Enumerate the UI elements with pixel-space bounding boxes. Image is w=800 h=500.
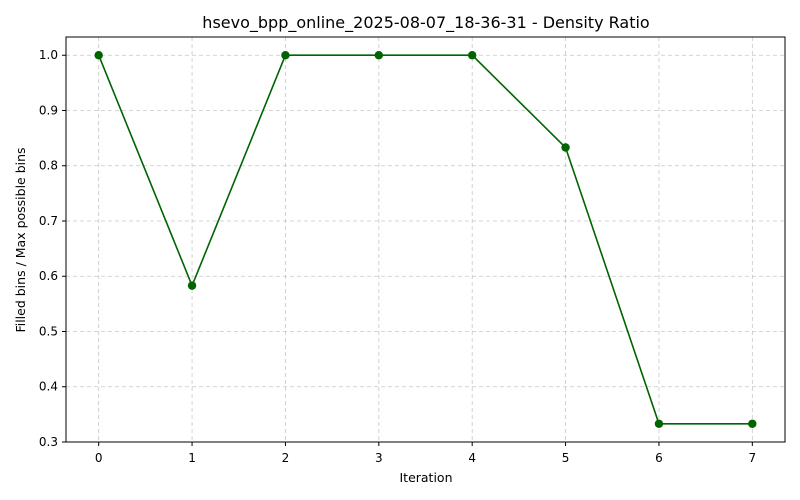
x-tick-label: 0 xyxy=(95,451,103,465)
y-tick-label: 0.5 xyxy=(39,324,58,338)
ticks: 0 1 2 3 4 5 6 7 0.3 0.4 0.5 0.6 0.7 0.8 0.9 1.0 xyxy=(39,48,756,465)
y-tick-label: 0.6 xyxy=(39,269,58,283)
y-tick-label: 0.9 xyxy=(39,103,58,117)
x-tick-label: 7 xyxy=(748,451,756,465)
x-tick-label: 3 xyxy=(375,451,383,465)
y-tick-label: 0.4 xyxy=(39,380,58,394)
x-tick-label: 4 xyxy=(468,451,476,465)
y-tick-label: 1.0 xyxy=(39,48,58,62)
data-point xyxy=(748,419,757,428)
x-tick-label: 1 xyxy=(188,451,196,465)
data-point xyxy=(467,51,477,60)
y-axis-label: Filled bins / Max possible bins xyxy=(13,147,28,332)
series-layer xyxy=(94,51,757,428)
x-tick-label: 5 xyxy=(562,451,570,465)
data-point xyxy=(94,51,103,60)
data-point xyxy=(654,419,664,428)
x-axis-label: Iteration xyxy=(399,470,452,485)
chart-title: hsevo_bpp_online_2025-08-07_18-36-31 - D… xyxy=(202,13,649,33)
x-tick-label: 6 xyxy=(655,451,663,465)
x-tick-label: 2 xyxy=(282,451,290,465)
y-tick-label: 0.8 xyxy=(39,159,58,173)
y-tick-label: 0.7 xyxy=(39,214,58,228)
y-tick-label: 0.3 xyxy=(39,435,58,449)
data-point xyxy=(187,281,197,290)
data-point xyxy=(281,51,290,60)
plot-frame xyxy=(65,36,786,443)
series-line xyxy=(97,54,753,425)
data-point xyxy=(561,143,570,152)
data-point xyxy=(374,51,384,60)
